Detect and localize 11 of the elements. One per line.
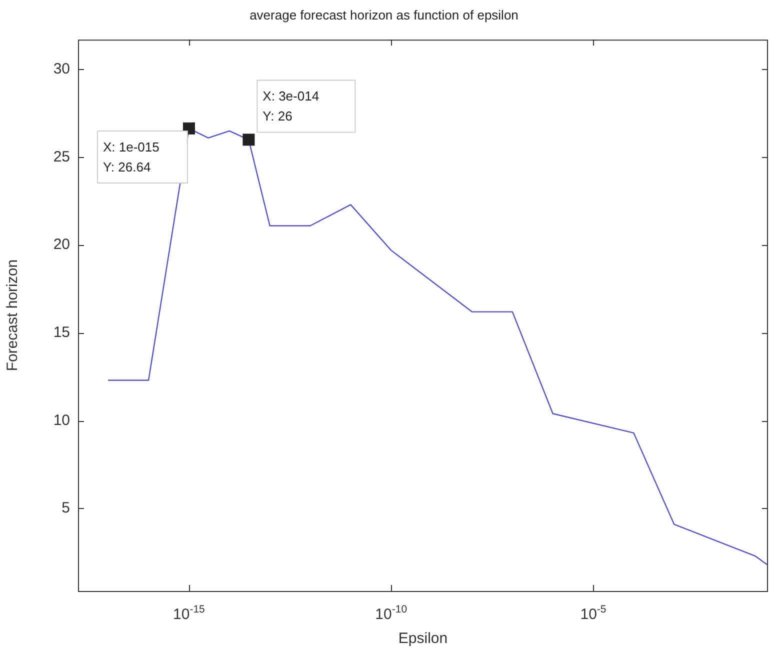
y-axis-title: Forecast horizon <box>4 259 22 372</box>
x-axis-title: Epsilon <box>398 630 448 648</box>
y-tick-label: 30 <box>53 60 70 78</box>
y-tick-label: 5 <box>62 500 70 517</box>
annotation: X: 1e-015 Y: 26.64 <box>102 139 160 174</box>
y-tick-label: 20 <box>53 236 70 254</box>
chart-title: average forecast horizon as function of epsilon <box>250 7 518 22</box>
y-tick-label: 10 <box>53 412 70 429</box>
annotation: X: 3e-014 Y: 26 <box>262 88 320 124</box>
y-tick-label: 15 <box>53 324 70 341</box>
y-tick-label: 25 <box>53 148 70 166</box>
